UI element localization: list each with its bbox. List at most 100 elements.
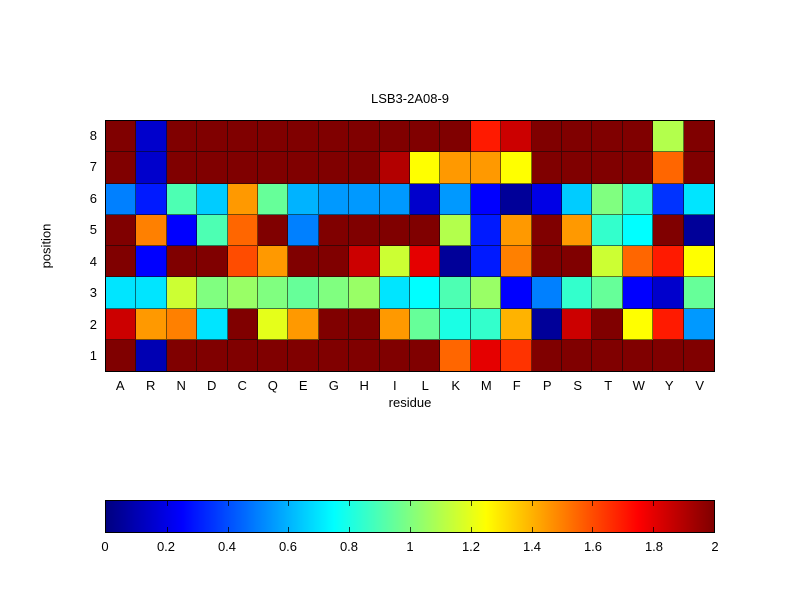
x-tick-label: A bbox=[115, 378, 125, 393]
heatmap-cell bbox=[561, 152, 593, 184]
colorbar-tickmark bbox=[531, 527, 533, 532]
heatmap-cell bbox=[653, 183, 684, 215]
x-tick-label: L bbox=[421, 378, 429, 393]
y-tick-label: 4 bbox=[89, 253, 97, 269]
heatmap-cell bbox=[136, 308, 167, 340]
heatmap-cell bbox=[531, 214, 562, 246]
colorbar-tick-label: 2 bbox=[711, 539, 719, 554]
heatmap-cell bbox=[440, 183, 471, 215]
heatmap-cell bbox=[501, 339, 532, 371]
heatmap-cell bbox=[318, 152, 350, 184]
heatmap-cell bbox=[531, 121, 562, 153]
heatmap-cell bbox=[561, 121, 593, 153]
heatmap-cell bbox=[561, 277, 593, 309]
colorbar-tickmark bbox=[288, 527, 290, 532]
heatmap-cell bbox=[379, 121, 410, 153]
heatmap-cell bbox=[531, 183, 562, 215]
heatmap-cell bbox=[531, 246, 562, 278]
heatmap-cell bbox=[653, 121, 684, 153]
x-tick-label: T bbox=[604, 378, 613, 393]
x-tick-label: Y bbox=[664, 378, 674, 393]
x-tick-label: I bbox=[392, 378, 397, 393]
heatmap-cell bbox=[561, 339, 593, 371]
heatmap-cell bbox=[561, 183, 593, 215]
heatmap-cell bbox=[288, 152, 319, 184]
heatmap-cell bbox=[561, 308, 593, 340]
heatmap-cell bbox=[227, 183, 258, 215]
heatmap-cell bbox=[349, 308, 380, 340]
heatmap-cell bbox=[561, 246, 593, 278]
heatmap-cell bbox=[227, 121, 258, 153]
colorbar-tick-label: 1.4 bbox=[522, 539, 542, 554]
heatmap-cell bbox=[318, 183, 350, 215]
heatmap-cell bbox=[440, 277, 471, 309]
heatmap-cell bbox=[592, 308, 623, 340]
heatmap-cell bbox=[622, 152, 654, 184]
x-tick-label: M bbox=[480, 378, 492, 393]
x-tick-label: D bbox=[207, 378, 217, 393]
heatmap-cell bbox=[227, 277, 258, 309]
heatmap-cell bbox=[136, 152, 167, 184]
heatmap-cell bbox=[227, 339, 258, 371]
heatmap-cell bbox=[653, 214, 684, 246]
heatmap-cell bbox=[501, 214, 532, 246]
x-tick-label: V bbox=[695, 378, 705, 393]
heatmap-cell bbox=[318, 339, 350, 371]
heatmap-cell bbox=[409, 183, 441, 215]
heatmap-cell bbox=[197, 121, 228, 153]
heatmap-grid bbox=[105, 120, 715, 372]
heatmap-cell bbox=[622, 246, 654, 278]
heatmap-cell bbox=[501, 121, 532, 153]
heatmap-cell bbox=[409, 339, 441, 371]
colorbar-tick-label: 0.6 bbox=[278, 539, 298, 554]
heatmap-cell bbox=[349, 214, 380, 246]
heatmap-cell bbox=[106, 152, 137, 184]
y-axis-label: position bbox=[38, 223, 54, 269]
heatmap-cell bbox=[166, 339, 198, 371]
heatmap-cell bbox=[166, 214, 198, 246]
heatmap-cell bbox=[683, 277, 714, 309]
heatmap-cell bbox=[106, 308, 137, 340]
heatmap-cell bbox=[257, 121, 289, 153]
heatmap-cell bbox=[440, 121, 471, 153]
heatmap-cell bbox=[653, 308, 684, 340]
heatmap-cell bbox=[349, 121, 380, 153]
heatmap-cell bbox=[166, 183, 198, 215]
heatmap-cell bbox=[106, 246, 137, 278]
x-tick-label: E bbox=[298, 378, 308, 393]
heatmap-cell bbox=[470, 183, 502, 215]
heatmap-cell bbox=[166, 277, 198, 309]
heatmap-cell bbox=[531, 308, 562, 340]
heatmap-cell bbox=[683, 152, 714, 184]
heatmap-cell bbox=[440, 339, 471, 371]
heatmap-cell bbox=[166, 246, 198, 278]
heatmap-cell bbox=[683, 214, 714, 246]
heatmap-cell bbox=[501, 277, 532, 309]
x-tick-label: P bbox=[542, 378, 552, 393]
colorbar-tickmark bbox=[592, 527, 594, 532]
colorbar-tick-label: 1.6 bbox=[583, 539, 603, 554]
heatmap-cell bbox=[257, 152, 289, 184]
heatmap-cell bbox=[257, 308, 289, 340]
x-tick-label: R bbox=[146, 378, 156, 393]
heatmap-cell bbox=[227, 308, 258, 340]
heatmap-cell bbox=[501, 246, 532, 278]
heatmap-cell bbox=[653, 246, 684, 278]
heatmap-cell bbox=[379, 339, 410, 371]
heatmap-cell bbox=[592, 339, 623, 371]
heatmap-cell bbox=[257, 246, 289, 278]
heatmap-cell bbox=[197, 277, 228, 309]
heatmap-cell bbox=[379, 246, 410, 278]
heatmap-cell bbox=[531, 339, 562, 371]
heatmap-cell bbox=[470, 152, 502, 184]
colorbar-tickmark bbox=[410, 527, 411, 532]
heatmap-cell bbox=[501, 308, 532, 340]
heatmap-cell bbox=[592, 277, 623, 309]
heatmap-cell bbox=[106, 277, 137, 309]
colorbar-tick-label: 1.8 bbox=[644, 539, 664, 554]
colorbar-tickmark bbox=[410, 501, 411, 506]
heatmap-cell bbox=[197, 246, 228, 278]
heatmap-cell bbox=[379, 308, 410, 340]
heatmap-cell bbox=[622, 339, 654, 371]
heatmap-cell bbox=[166, 152, 198, 184]
